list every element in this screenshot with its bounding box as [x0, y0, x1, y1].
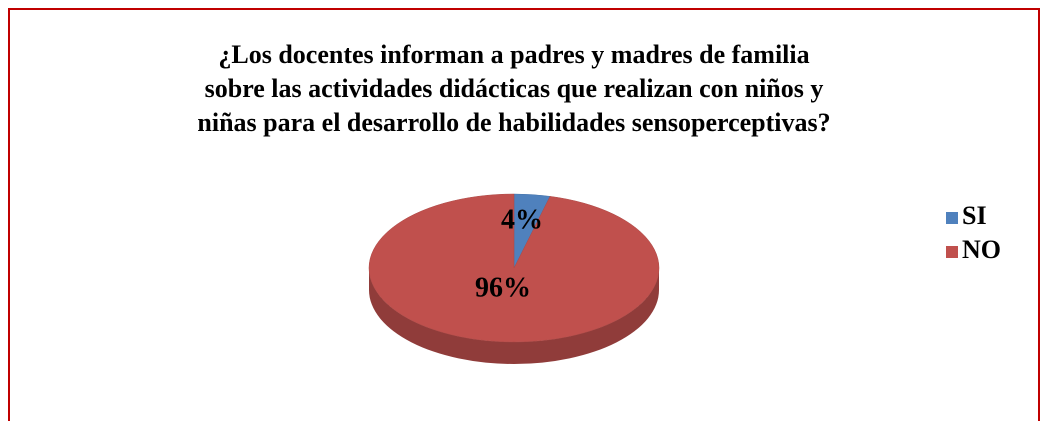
- chart-border: [8, 8, 1040, 421]
- legend-label: NO: [962, 235, 1001, 264]
- data-label: 96%: [475, 272, 531, 303]
- data-label: 4%: [501, 204, 543, 235]
- legend-swatch: [946, 246, 958, 258]
- legend-label: SI: [962, 201, 987, 230]
- pie-slice: [368, 193, 660, 343]
- chart-title: ¿Los docentes informan a padres y madres…: [197, 40, 831, 137]
- pie-side: [369, 268, 659, 364]
- legend-swatch: [946, 212, 958, 224]
